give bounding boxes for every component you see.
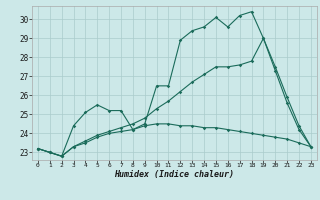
X-axis label: Humidex (Indice chaleur): Humidex (Indice chaleur) (115, 170, 234, 179)
